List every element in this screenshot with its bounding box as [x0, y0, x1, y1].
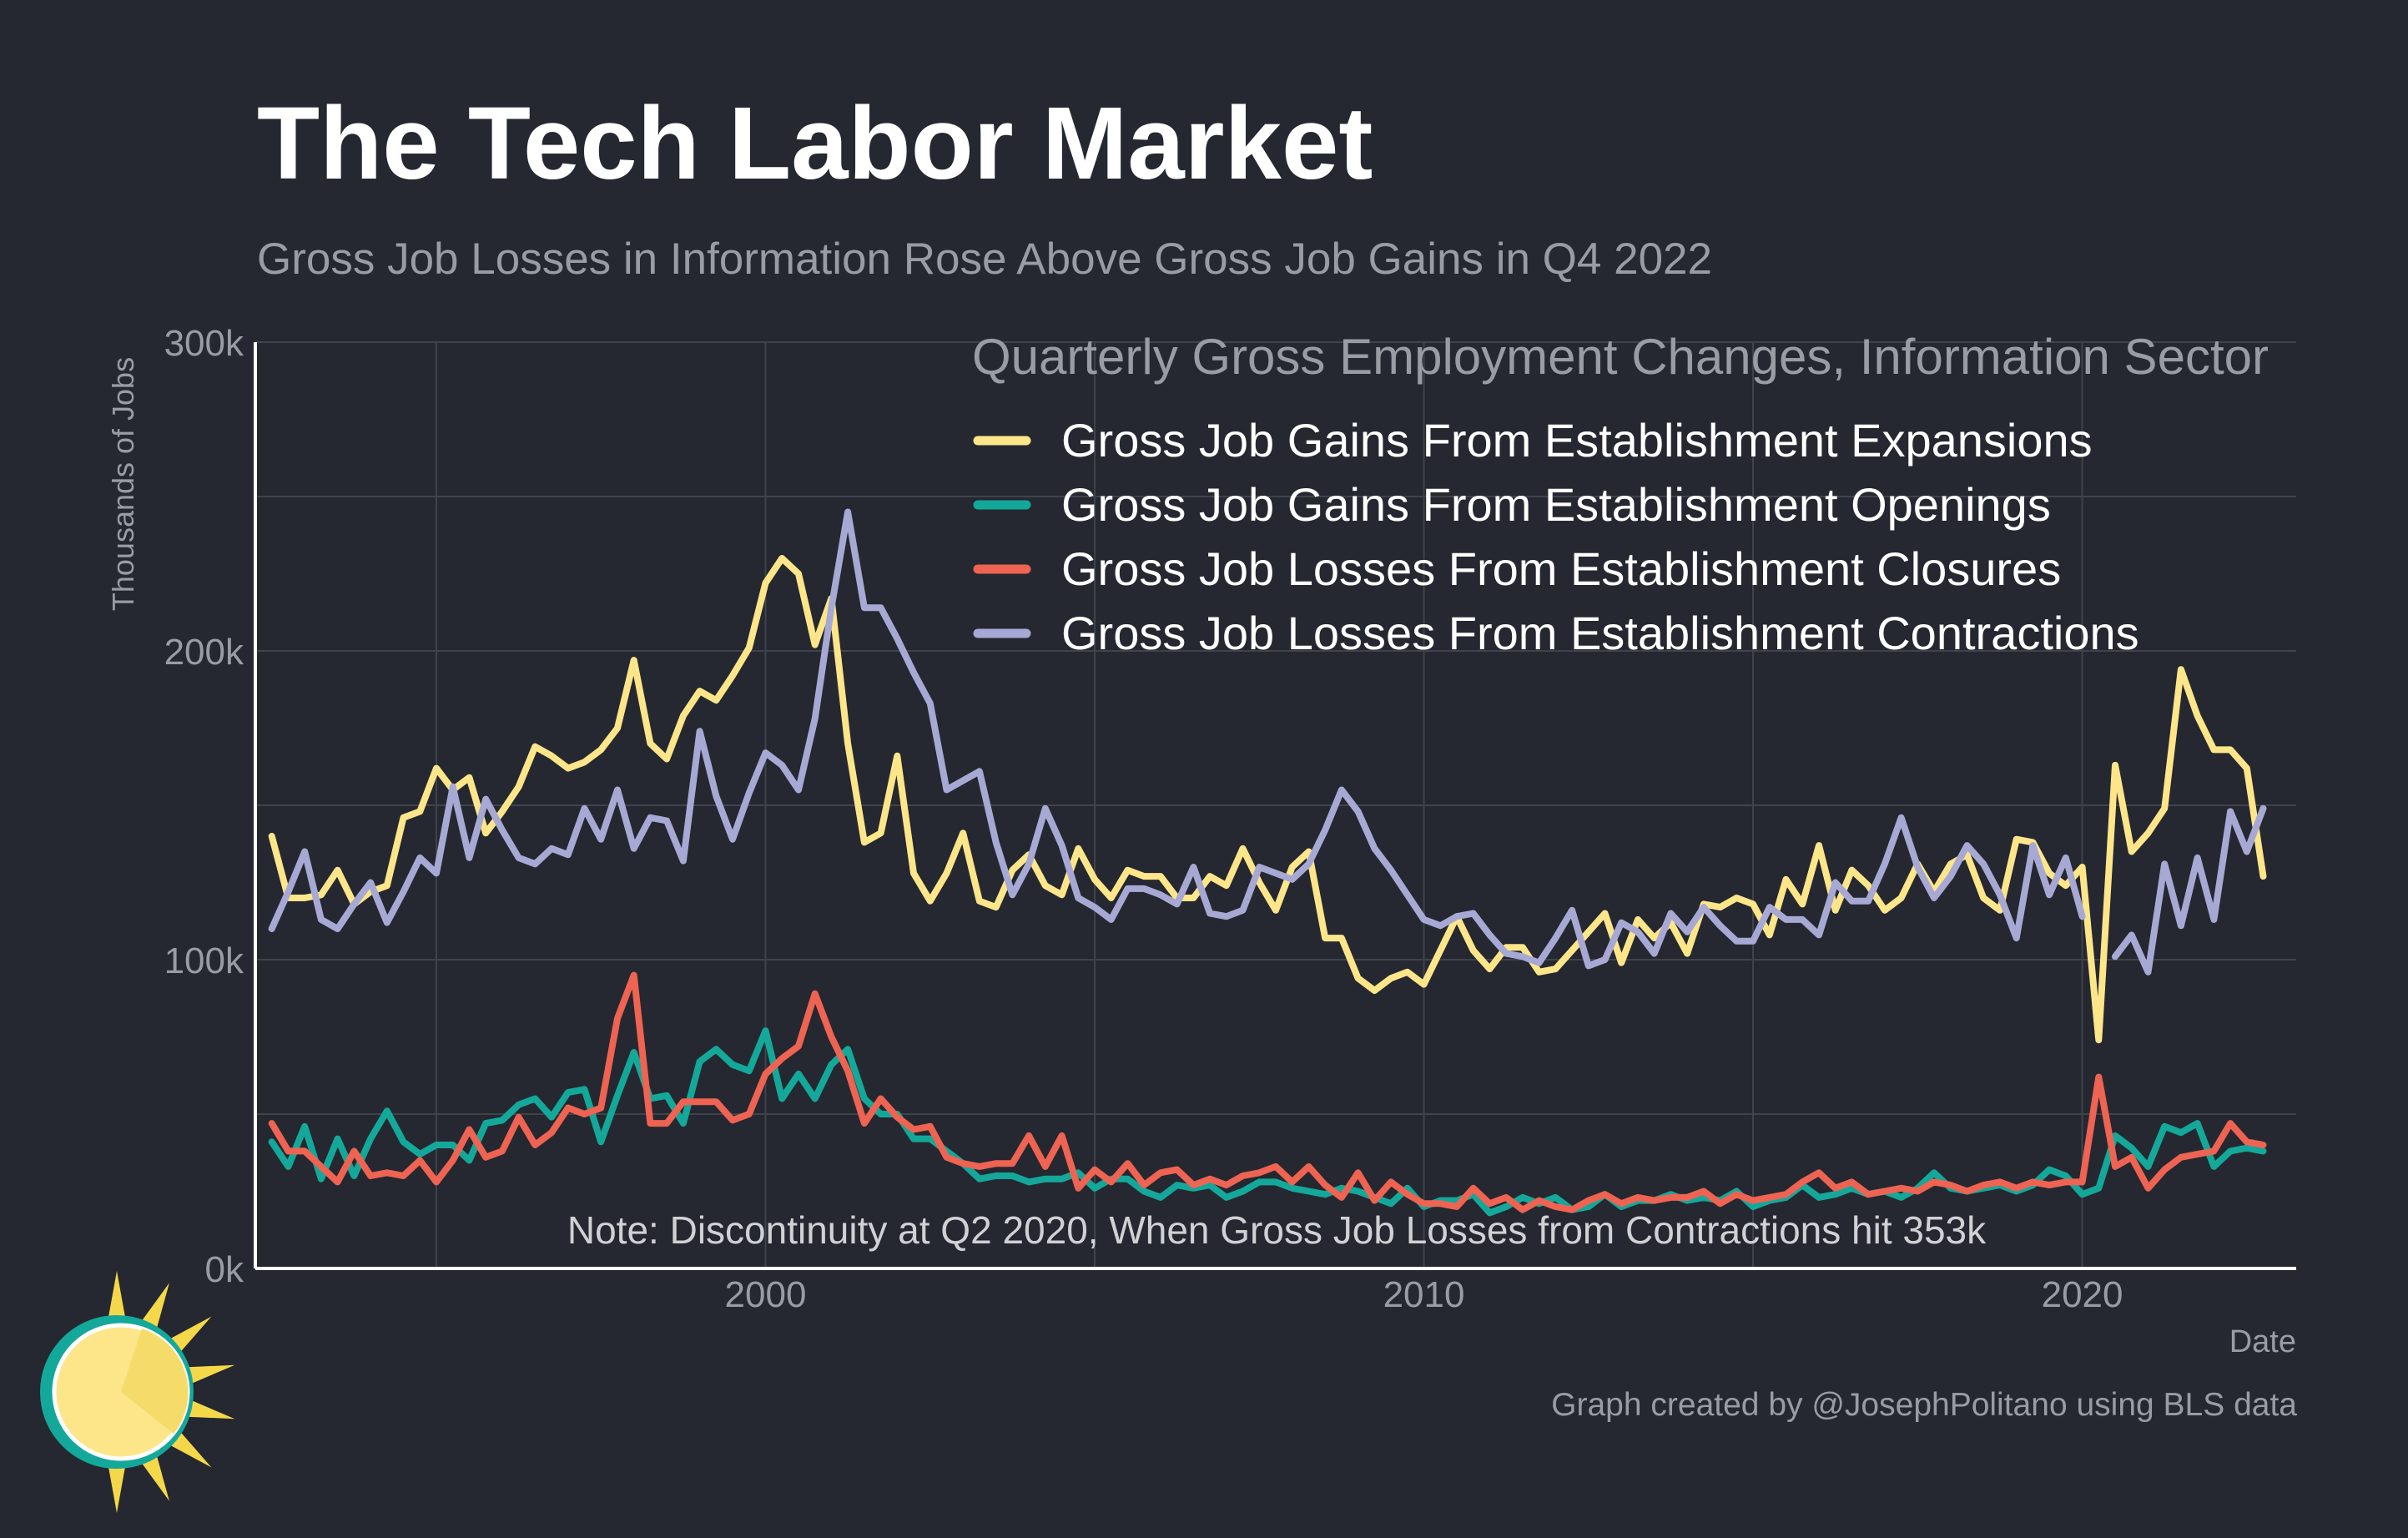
chart-annotation: Note: Discontinuity at Q2 2020, When Gro… [567, 1208, 1987, 1252]
sun-logo [40, 1271, 235, 1513]
y-tick-label: 0k [205, 1249, 244, 1290]
grid-lines [255, 341, 2296, 1268]
legend-label: Gross Job Losses From Establishment Cont… [1061, 607, 2139, 659]
y-tick-label: 200k [164, 632, 244, 673]
x-tick-label: 2000 [725, 1274, 807, 1315]
series-line-3 [268, 971, 2267, 1213]
sun-ray [139, 1451, 169, 1501]
series-line-4 [268, 508, 2267, 976]
sun-ray [183, 1364, 235, 1385]
legend-label: Gross Job Gains From Establishment Expan… [1061, 414, 2093, 466]
chart-title: The Tech Labor Market [257, 87, 1373, 201]
sun-ray [107, 1271, 127, 1322]
x-tick-labels: 2000 2010 2020 [725, 1274, 2123, 1315]
legend-label: Gross Job Gains From Establishment Openi… [1061, 478, 2051, 531]
legend-title: Quarterly Gross Employment Changes, Info… [972, 329, 2269, 385]
x-tick-label: 2010 [1383, 1274, 1465, 1315]
source-caption: Graph created by @JosephPolitano using B… [1551, 1387, 2297, 1423]
x-tick-label: 2020 [2042, 1274, 2123, 1315]
sun-ray [183, 1399, 235, 1419]
y-tick-labels: 0k 100k 200k 300k [164, 323, 244, 1290]
y-tick-label: 300k [164, 323, 244, 364]
y-tick-label: 100k [164, 940, 244, 981]
series-lines [268, 508, 2267, 1217]
chart-subtitle: Gross Job Losses in Information Rose Abo… [257, 234, 1713, 284]
x-axis-label: Date [2229, 1324, 2296, 1359]
legend-label: Gross Job Losses From Establishment Clos… [1061, 542, 2061, 595]
series-line-2 [268, 1027, 2267, 1217]
y-axis-label: Thousands of Jobs [106, 357, 140, 611]
sun-ray [107, 1462, 127, 1513]
legend: Gross Job Gains From Establishment Expan… [973, 414, 2139, 659]
axes [254, 342, 2296, 1270]
sun-ray [139, 1283, 169, 1333]
